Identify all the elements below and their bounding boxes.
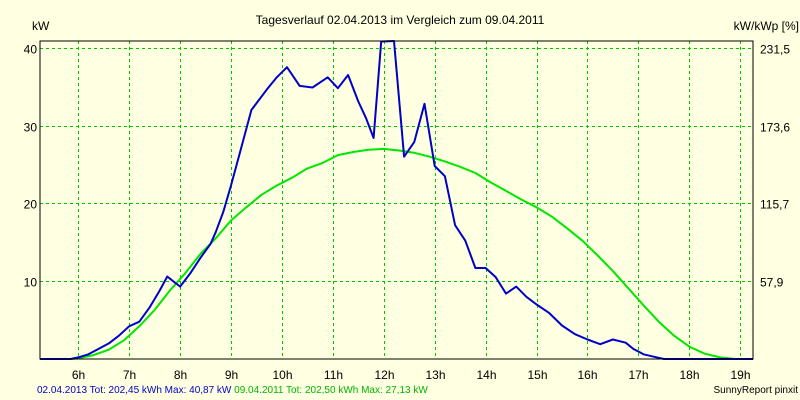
x-tick-label: 19h [730, 368, 750, 382]
x-tick-label: 8h [174, 368, 187, 382]
series-line-02-04-2013 [40, 40, 753, 360]
ticks-layer: 6h 7h 8h 9h 10h 11h 12h 13h 14h 15h 16h 17h 18h 19h 10… [24, 43, 791, 383]
y-tick-label-right: 57,9 [760, 276, 784, 290]
y-tick-label-left: 10 [24, 276, 38, 290]
y-tick-label-left: 20 [24, 198, 38, 212]
series-layer [40, 40, 753, 360]
y-axis-label-left: kW [32, 19, 50, 33]
x-tick-label: 12h [374, 368, 394, 382]
x-tick-label: 18h [679, 368, 699, 382]
y-tick-label-left: 40 [24, 43, 38, 57]
x-tick-label: 6h [72, 368, 85, 382]
x-tick-label: 17h [628, 368, 648, 382]
chart-footer-credit: SunnyReport pinxit [714, 385, 799, 396]
x-tick-label: 14h [476, 368, 496, 382]
y-axis-label-right: kW/kWp [%] [734, 19, 799, 33]
y-tick-label-right: 231,5 [760, 43, 790, 57]
y-tick-label-right: 115,7 [760, 198, 789, 212]
x-tick-label: 13h [425, 368, 445, 382]
x-tick-label: 15h [527, 368, 547, 382]
chart-title: Tagesverlauf 02.04.2013 im Vergleich zum… [256, 13, 545, 27]
plot-frame [39, 40, 754, 360]
series-line-09-04-2011 [40, 147, 753, 360]
x-tick-label: 16h [577, 368, 597, 382]
grid [40, 41, 753, 359]
x-tick-label: 9h [225, 368, 238, 382]
chart-footer-summary: 02.04.2013 Tot: 202,45 kWh Max: 40,87 kW… [37, 385, 428, 396]
x-tick-label: 10h [272, 368, 292, 382]
x-tick-label: 11h [324, 368, 343, 382]
x-tick-label: 7h [123, 368, 136, 382]
y-tick-label-right: 173,6 [760, 121, 790, 135]
y-tick-label-left: 30 [24, 121, 38, 135]
footer-series-2: 09.04.2011 Tot: 202,50 kWh Max: 27,13 kW [234, 385, 428, 396]
footer-series-1: 02.04.2013 Tot: 202,45 kWh Max: 40,87 kW [37, 385, 234, 396]
